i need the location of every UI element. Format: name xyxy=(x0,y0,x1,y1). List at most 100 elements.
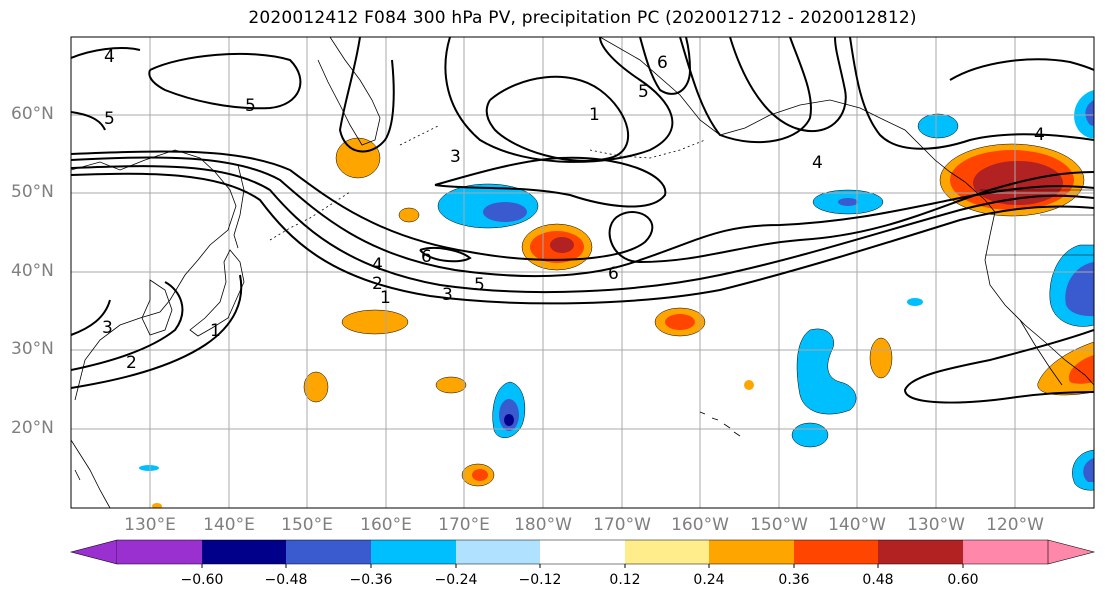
precip-negative-blob xyxy=(1074,90,1094,139)
colorbar-tick-label: 0.36 xyxy=(778,572,810,588)
lon-label-150w: 150°W xyxy=(750,515,808,535)
pv-contour-9 xyxy=(679,37,812,144)
contour-label: 2 xyxy=(372,274,383,294)
contour-label: 6 xyxy=(608,264,619,284)
pv-contour-11 xyxy=(849,37,1094,150)
map-title: 2020012412 F084 300 hPa PV, precipitatio… xyxy=(248,8,917,28)
lat-label-20n: 20°N xyxy=(11,418,54,438)
pv-contour-19 xyxy=(903,329,1094,404)
japan-coast xyxy=(189,249,245,337)
colorbar-segment xyxy=(286,540,371,564)
lon-label-140e: 140°E xyxy=(203,515,255,535)
pv-contour-7 xyxy=(444,37,674,163)
contour-labels: 4 5 5 3 4 2 1 3 5 6 6 1 3 2 1 5 6 4 4 xyxy=(102,47,1045,373)
hawaii-islands xyxy=(699,411,741,437)
colorbar xyxy=(69,539,1096,568)
colorbar-segment xyxy=(709,540,794,564)
precip-positive-blob xyxy=(335,137,381,179)
colorbar-segment xyxy=(456,540,540,564)
lon-label-160w: 160°W xyxy=(671,515,729,535)
colorbar-tick-label: 0.12 xyxy=(609,572,641,588)
colorbar-tick-label: −0.60 xyxy=(180,572,224,588)
sakhalin-coast xyxy=(233,164,245,249)
pv-contour-2 xyxy=(71,165,1094,294)
kamchatka-coast xyxy=(317,37,381,146)
philippines-coast xyxy=(71,439,111,508)
precip-positive-max xyxy=(550,237,574,253)
precip-negative-blob xyxy=(139,465,159,471)
lon-label-120w: 120°W xyxy=(986,515,1044,535)
precip-positive-blob xyxy=(744,380,754,390)
lat-label-60n: 60°N xyxy=(11,104,54,124)
colorbar-segment xyxy=(117,540,202,564)
contour-label: 4 xyxy=(1034,125,1045,145)
gridlines xyxy=(71,37,1094,508)
pv-contour-3 xyxy=(71,156,1094,278)
pv-contour-4 xyxy=(71,150,1094,264)
lat-label-40n: 40°N xyxy=(11,261,54,281)
contour-label: 6 xyxy=(421,247,432,267)
lat-label-30n: 30°N xyxy=(11,339,54,359)
lon-label-170e: 170°E xyxy=(438,515,490,535)
precip-negative-core xyxy=(1085,100,1094,126)
na-interior-border xyxy=(980,189,1094,256)
contour-label: 5 xyxy=(638,82,649,102)
contour-label: 2 xyxy=(126,353,137,373)
korea-coast xyxy=(141,279,173,336)
colorbar-tick-label: 0.24 xyxy=(693,572,725,588)
pv-contour-6 xyxy=(419,247,472,263)
pv-contour-1 xyxy=(71,172,1094,305)
precipitation-shading xyxy=(139,90,1094,508)
pv-contour-13 xyxy=(148,52,302,110)
precip-negative-blob xyxy=(907,298,923,306)
precip-negative-core xyxy=(838,198,858,206)
pv-contour-17 xyxy=(71,281,184,371)
colorbar-tick-label: −0.12 xyxy=(518,572,562,588)
precip-negative-max xyxy=(504,414,514,426)
colorbar-tick-label: 0.48 xyxy=(862,572,894,588)
pv-contour-16 xyxy=(71,274,243,389)
precip-positive-blob xyxy=(303,371,329,403)
precip-negative-blob xyxy=(791,422,829,448)
precip-positive-blob xyxy=(869,337,893,379)
colorbar-tick-label: 0.60 xyxy=(947,572,979,588)
colorbar-segment xyxy=(794,540,878,564)
precip-negative-core xyxy=(1065,262,1094,317)
na-west-coast xyxy=(984,211,1094,386)
precip-negative-core xyxy=(483,202,527,222)
precip-positive-core xyxy=(472,469,488,481)
colorbar-tick-marks xyxy=(201,564,964,568)
precip-positive-blob xyxy=(435,376,467,394)
contour-label: 5 xyxy=(104,109,115,129)
lat-label-50n: 50°N xyxy=(11,182,54,202)
precip-positive-blob xyxy=(341,309,409,335)
contour-label: 5 xyxy=(245,96,256,116)
pv-contour-18 xyxy=(71,299,111,336)
baja-coast xyxy=(1019,319,1063,386)
precip-positive-core xyxy=(665,314,695,330)
pv-contour-10 xyxy=(729,37,847,133)
colorbar-segment xyxy=(625,540,709,564)
precip-negative-blob xyxy=(917,113,959,139)
contour-label: 6 xyxy=(657,53,668,73)
colorbar-min-extension xyxy=(69,539,118,565)
pv-contour-15 xyxy=(71,111,106,131)
lon-label-150e: 150°E xyxy=(281,515,333,535)
contour-label: 4 xyxy=(104,47,115,67)
contour-label: 3 xyxy=(442,285,453,305)
contour-label: 1 xyxy=(380,288,391,308)
precip-positive-core xyxy=(1068,355,1094,384)
precip-positive-blob xyxy=(152,503,162,508)
colorbar-segment xyxy=(540,540,625,564)
precip-negative-core xyxy=(1083,458,1094,482)
lon-label-130e: 130°E xyxy=(124,515,176,535)
lon-label-170w: 170°W xyxy=(593,515,651,535)
map-frame xyxy=(70,36,1095,509)
lon-label-160e: 160°E xyxy=(360,515,412,535)
contour-label: 4 xyxy=(372,255,383,275)
contour-label: 3 xyxy=(450,147,461,167)
pv-contours xyxy=(71,37,1094,404)
contour-label: 4 xyxy=(812,153,823,173)
kuril-chain xyxy=(269,191,351,241)
